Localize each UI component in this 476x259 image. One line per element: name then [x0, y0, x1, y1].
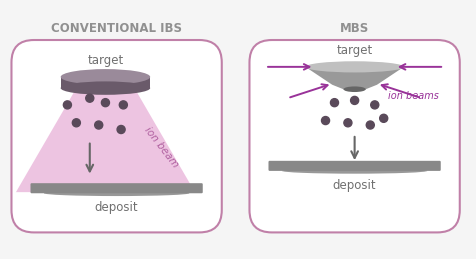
- Circle shape: [371, 101, 379, 109]
- Circle shape: [321, 117, 329, 125]
- Text: ion beam: ion beam: [142, 125, 180, 170]
- Ellipse shape: [344, 87, 366, 92]
- Circle shape: [117, 125, 125, 134]
- Circle shape: [101, 99, 109, 107]
- Circle shape: [351, 96, 358, 104]
- Circle shape: [380, 114, 388, 122]
- Circle shape: [63, 101, 71, 109]
- Text: target: target: [337, 44, 373, 56]
- Circle shape: [72, 119, 80, 127]
- Ellipse shape: [44, 190, 189, 196]
- Text: target: target: [87, 54, 124, 67]
- FancyBboxPatch shape: [249, 40, 460, 232]
- Ellipse shape: [61, 69, 150, 85]
- Text: deposit: deposit: [333, 179, 377, 192]
- Circle shape: [95, 121, 103, 129]
- Ellipse shape: [282, 168, 427, 174]
- Text: ion beams: ion beams: [388, 91, 439, 101]
- Circle shape: [330, 99, 338, 107]
- Polygon shape: [306, 67, 404, 89]
- Text: CONVENTIONAL IBS: CONVENTIONAL IBS: [51, 22, 182, 35]
- Text: deposit: deposit: [95, 201, 139, 214]
- Ellipse shape: [61, 81, 150, 95]
- Circle shape: [119, 101, 128, 109]
- Ellipse shape: [306, 61, 404, 73]
- Circle shape: [344, 119, 352, 127]
- Polygon shape: [16, 88, 195, 192]
- FancyBboxPatch shape: [30, 183, 203, 193]
- FancyBboxPatch shape: [11, 40, 222, 232]
- Polygon shape: [61, 77, 150, 88]
- FancyBboxPatch shape: [268, 161, 441, 171]
- Text: MBS: MBS: [340, 22, 369, 35]
- Circle shape: [366, 121, 374, 129]
- Circle shape: [86, 94, 94, 102]
